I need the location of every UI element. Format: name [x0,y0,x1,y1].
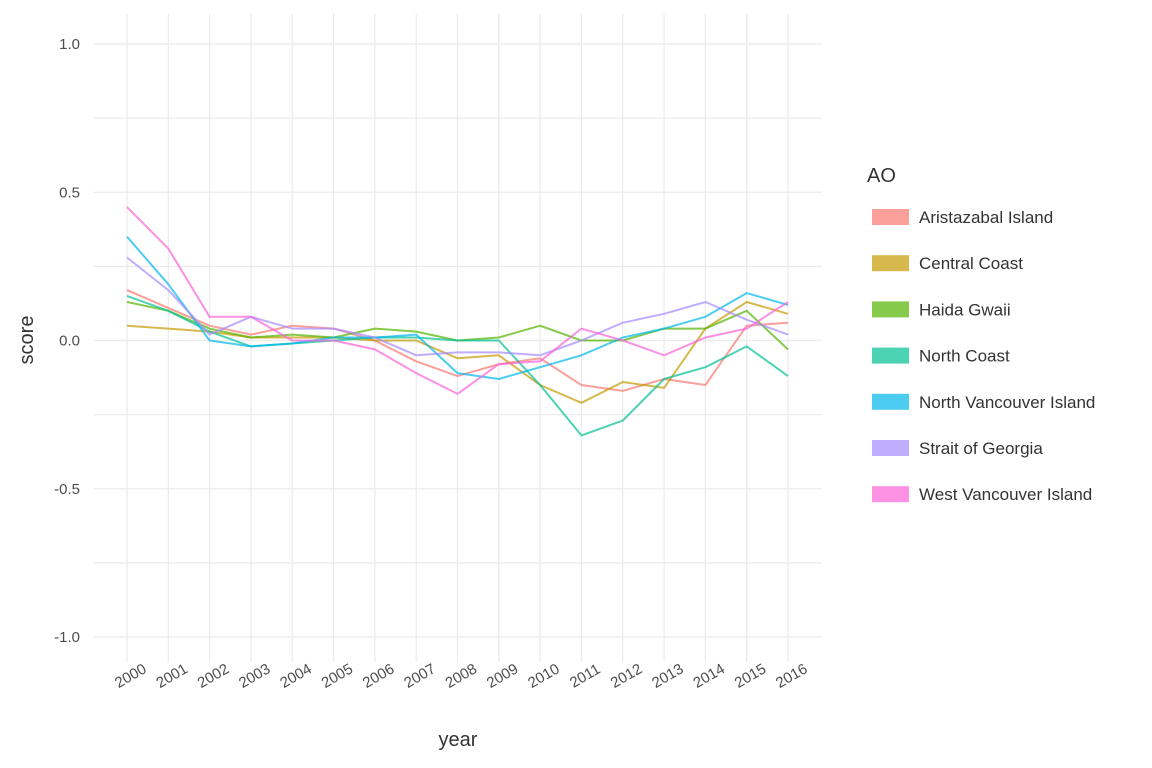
legend-swatch-west-vancouver-island [872,486,909,503]
series-line-strait-of-georgia [126,256,789,357]
x-tick-label: 2003 [236,660,273,691]
series-line-west-vancouver-island [126,206,789,395]
x-tick-label: 2005 [319,660,356,691]
legend-items: Aristazabal Island Central Coast Haida Gwa… [872,208,1095,504]
series-line-aristazabal-island [126,289,789,392]
legend-swatch-strait-of-georgia [872,440,909,456]
legend-label-strait-of-georgia: Strait of Georgia [919,439,1043,458]
x-tick-label: 2010 [525,660,562,691]
legend: AO Aristazabal Island Central Coast Haida … [867,165,1095,504]
x-tick-label: 2001 [153,660,190,691]
y-axis-ticks: -1.0 -0.5 0.0 0.5 1.0 [54,36,80,646]
x-tick-label: 2006 [360,660,397,691]
legend-swatch-aristazabal-island [872,209,909,225]
x-tick-label: 2009 [484,660,521,691]
y-tick-label: -1.0 [54,629,80,646]
y-tick-label: 1.0 [59,36,80,53]
series-line-north-vancouver-island [126,236,789,380]
series-line-north-coast [126,295,789,437]
legend-label-aristazabal-island: Aristazabal Island [919,208,1053,227]
legend-swatch-north-vancouver-island [872,393,909,410]
x-tick-label: 2004 [277,660,314,691]
x-tick-label: 2015 [732,660,769,691]
legend-swatch-central-coast [872,255,909,272]
x-tick-label: 2002 [195,660,232,691]
y-tick-label: 0.0 [59,333,80,350]
legend-swatch-north-coast [872,347,909,364]
x-tick-label: 2011 [567,661,603,692]
x-tick-label: 2000 [112,660,149,691]
x-tick-label: 2007 [401,660,438,691]
x-tick-label: 2008 [443,660,480,691]
x-axis-ticks: 2000 2001 2002 2003 2004 2005 2006 2007 2008 2009… [112,660,810,691]
grid [94,14,822,662]
y-tick-label: -0.5 [54,481,80,498]
series-layer [126,206,789,437]
legend-label-north-vancouver-island: North Vancouver Island [919,393,1095,412]
legend-swatch-haida-gwaii [872,301,909,318]
legend-label-west-vancouver-island: West Vancouver Island [919,485,1092,504]
x-tick-label: 2016 [773,660,810,691]
legend-title: AO [867,165,896,187]
legend-label-north-coast: North Coast [919,347,1010,366]
x-tick-label: 2014 [690,660,727,691]
y-tick-label: 0.5 [59,184,80,201]
y-axis-title: score [16,316,38,365]
x-axis-title: year [439,729,478,751]
legend-label-central-coast: Central Coast [919,254,1023,273]
legend-label-haida-gwaii: Haida Gwaii [919,300,1011,319]
x-tick-label: 2013 [649,660,686,691]
x-tick-label: 2012 [608,660,645,691]
